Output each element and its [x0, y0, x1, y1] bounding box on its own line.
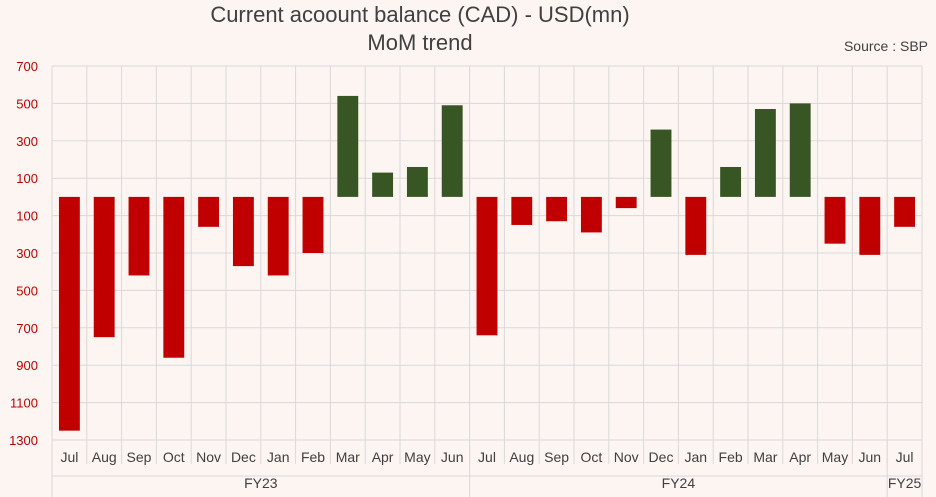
- bar: [789, 103, 811, 197]
- bar: [859, 196, 881, 255]
- bar: [406, 166, 428, 197]
- x-tick-label: Dec: [649, 449, 674, 465]
- x-tick-label: Dec: [231, 449, 256, 465]
- bar: [302, 196, 324, 253]
- bar: [267, 196, 289, 276]
- bar: [198, 196, 220, 227]
- x-tick-label: Oct: [163, 449, 185, 465]
- bar: [441, 105, 463, 197]
- bar: [337, 95, 359, 197]
- bar: [720, 166, 742, 197]
- bar: [580, 196, 602, 233]
- bar: [476, 196, 498, 336]
- x-tick-label: Jun: [859, 449, 882, 465]
- source-label: Source : SBP: [843, 38, 928, 54]
- x-tick-label: Nov: [196, 449, 221, 465]
- x-tick-label: Apr: [789, 449, 811, 465]
- x-tick-label: Mar: [753, 449, 777, 465]
- x-tick-label: Aug: [509, 449, 534, 465]
- y-tick-label: 700: [16, 321, 38, 336]
- y-tick-label: 1100: [10, 396, 38, 411]
- bar: [754, 109, 776, 197]
- group-label: FY23: [244, 475, 278, 491]
- x-tick-label: Jul: [896, 449, 914, 465]
- bar: [128, 196, 150, 276]
- x-tick-label: May: [404, 449, 430, 465]
- bar: [685, 196, 707, 255]
- y-tick-label: 900: [16, 358, 38, 373]
- bar: [824, 196, 846, 244]
- chart-title: Current acoount balance (CAD) - USD(mn): [210, 2, 630, 27]
- y-tick-label: 100: [16, 209, 38, 224]
- y-tick-label: 100: [16, 171, 38, 186]
- x-tick-label: Oct: [581, 449, 603, 465]
- bar: [511, 196, 533, 225]
- y-tick-label: 300: [16, 246, 38, 261]
- x-tick-label: Jan: [267, 449, 290, 465]
- y-tick-label: 300: [16, 134, 38, 149]
- bar: [163, 196, 185, 358]
- x-tick-label: May: [822, 449, 848, 465]
- x-tick-label: Aug: [92, 449, 117, 465]
- bar: [650, 129, 672, 197]
- bar: [58, 196, 80, 431]
- x-tick-label: Mar: [336, 449, 360, 465]
- y-tick-label: 700: [16, 59, 38, 74]
- x-tick-label: Jun: [441, 449, 464, 465]
- x-tick-label: Jan: [685, 449, 708, 465]
- x-tick-label: Nov: [614, 449, 639, 465]
- x-tick-label: Sep: [127, 449, 152, 465]
- x-tick-label: Feb: [301, 449, 325, 465]
- bar: [546, 196, 568, 222]
- bar: [372, 172, 394, 197]
- x-tick-label: Jul: [478, 449, 496, 465]
- x-tick-label: Apr: [372, 449, 394, 465]
- group-label: FY24: [662, 475, 696, 491]
- bar: [232, 196, 254, 267]
- y-tick-label: 500: [16, 283, 38, 298]
- y-tick-label: 1300: [9, 433, 38, 448]
- group-label: FY25: [888, 475, 922, 491]
- bar: [894, 196, 916, 227]
- x-tick-label: Sep: [544, 449, 569, 465]
- x-tick-label: Feb: [719, 449, 743, 465]
- y-tick-label: 500: [16, 96, 38, 111]
- x-tick-label: Jul: [60, 449, 78, 465]
- chart-subtitle: MoM trend: [367, 30, 473, 55]
- bar: [93, 196, 115, 338]
- bar: [615, 196, 637, 209]
